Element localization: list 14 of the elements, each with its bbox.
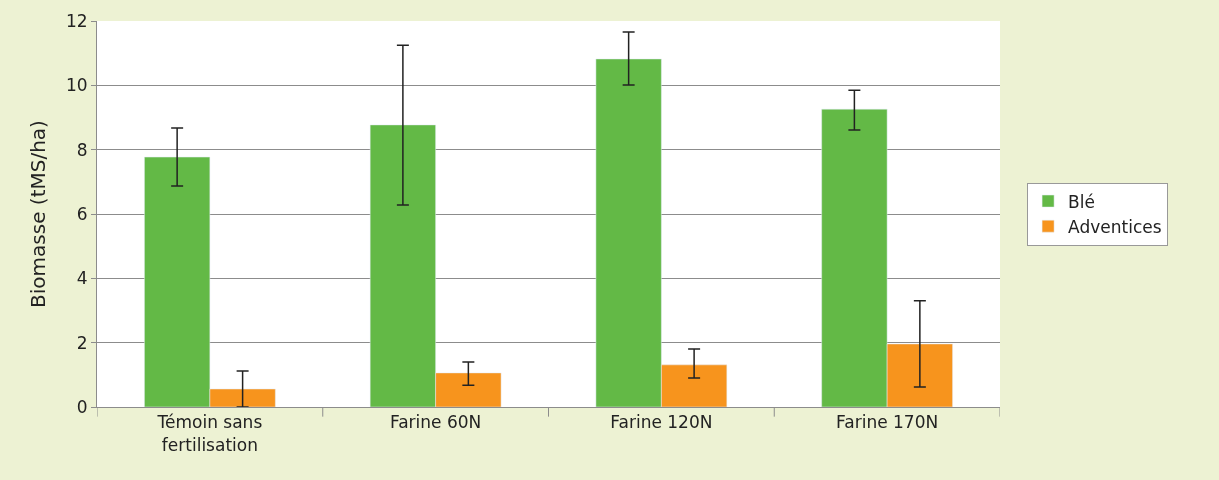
y-tick-label: 4 [76,268,88,289]
y-tick-label: 2 [76,332,88,353]
legend-label: Adventices [1068,216,1162,237]
x-tick-label: Témoin sans fertilisation [156,412,263,455]
y-tick-label: 10 [65,75,88,96]
y-tick-label: 12 [65,10,88,31]
x-tick-label: Farine 120N [610,412,713,433]
y-tick-label: 8 [76,139,88,160]
x-tick-label: Farine 170N [836,412,939,433]
x-tick-label: Farine 60N [389,412,482,433]
y-tick-label: 6 [76,203,88,224]
legend-label: Blé [1068,191,1095,212]
y-tick-label: 0 [76,396,88,417]
y-axis-title: Biomasse (tMS/ha) [26,120,51,308]
